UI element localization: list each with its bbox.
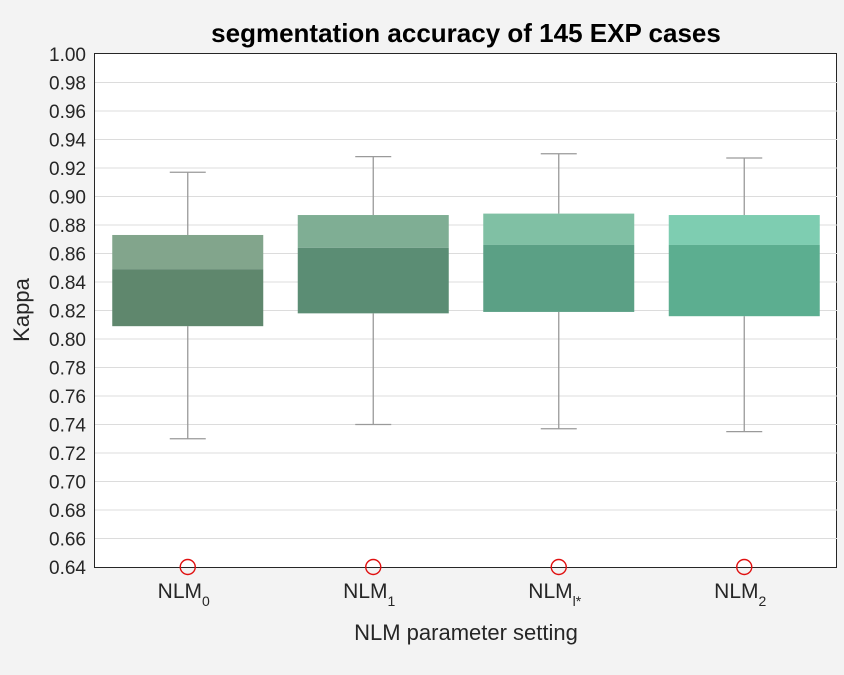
x-tick-label: NLMl* bbox=[528, 580, 581, 609]
x-tick-label-subscript: 1 bbox=[388, 593, 396, 609]
x-tick-label: NLM1 bbox=[343, 580, 395, 609]
x-tick-label-base: NLM bbox=[714, 580, 758, 603]
y-tick-label: 0.66 bbox=[49, 530, 86, 551]
outlier-marker bbox=[736, 558, 753, 576]
y-tick-label: 0.64 bbox=[49, 558, 86, 579]
box-upper-quartile bbox=[668, 215, 820, 245]
box-0 bbox=[112, 171, 264, 576]
y-tick-label: 0.76 bbox=[49, 387, 86, 408]
x-tick-label-subscript: 0 bbox=[202, 593, 210, 609]
y-tick-label: 0.68 bbox=[49, 501, 86, 522]
box-upper-quartile bbox=[297, 215, 449, 248]
x-tick-label-subscript: 2 bbox=[759, 593, 767, 609]
box-1 bbox=[297, 155, 449, 576]
y-tick-label: 0.80 bbox=[49, 330, 86, 351]
outlier-marker bbox=[179, 558, 196, 576]
box-2 bbox=[483, 153, 635, 576]
outlier-marker bbox=[365, 558, 382, 576]
y-tick-label: 0.78 bbox=[49, 359, 86, 380]
box-lower-quartile bbox=[483, 244, 635, 312]
y-tick-label: 0.90 bbox=[49, 188, 86, 209]
box-upper-quartile bbox=[483, 213, 635, 245]
box-3 bbox=[668, 157, 820, 576]
y-axis-title: Kappa bbox=[9, 277, 34, 341]
box-lower-quartile bbox=[668, 244, 820, 317]
x-tick-label: NLM0 bbox=[158, 580, 210, 609]
x-tick-label-base: NLM bbox=[158, 580, 202, 603]
box-lower-quartile bbox=[297, 247, 449, 314]
y-tick-label: 0.70 bbox=[49, 473, 86, 494]
y-tick-label: 0.96 bbox=[49, 102, 86, 123]
box-upper-quartile bbox=[112, 234, 264, 270]
y-tick-label: 0.74 bbox=[49, 416, 86, 437]
y-tick-label: 0.92 bbox=[49, 159, 86, 180]
x-tick-label-base: NLM bbox=[528, 580, 572, 603]
y-tick-label: 0.82 bbox=[49, 302, 86, 323]
y-tick-label: 0.72 bbox=[49, 444, 86, 465]
y-tick-label: 0.86 bbox=[49, 245, 86, 266]
y-tick-label: 1.00 bbox=[49, 45, 86, 66]
y-tick-labels: 0.64 0.66 0.68 0.70 0.72 0.74 0.76 0.78 0.80 0.82… bbox=[49, 45, 86, 579]
box-lower-quartile bbox=[112, 269, 264, 327]
y-tick-label: 0.88 bbox=[49, 216, 86, 237]
x-axis-title: NLM parameter setting bbox=[354, 620, 578, 645]
y-tick-label: 0.98 bbox=[49, 74, 86, 95]
outlier-marker bbox=[550, 558, 567, 576]
chart-title: segmentation accuracy of 145 EXP cases bbox=[211, 18, 721, 48]
y-tick-label: 0.94 bbox=[49, 131, 86, 152]
y-tick-label: 0.84 bbox=[49, 273, 86, 294]
x-tick-label-base: NLM bbox=[343, 580, 387, 603]
x-tick-labels: NLM0 NLM1 NLMl* NLM2 bbox=[158, 580, 767, 609]
boxes bbox=[112, 153, 820, 576]
x-tick-label-subscript: l* bbox=[573, 593, 582, 609]
x-tick-label: NLM2 bbox=[714, 580, 766, 609]
